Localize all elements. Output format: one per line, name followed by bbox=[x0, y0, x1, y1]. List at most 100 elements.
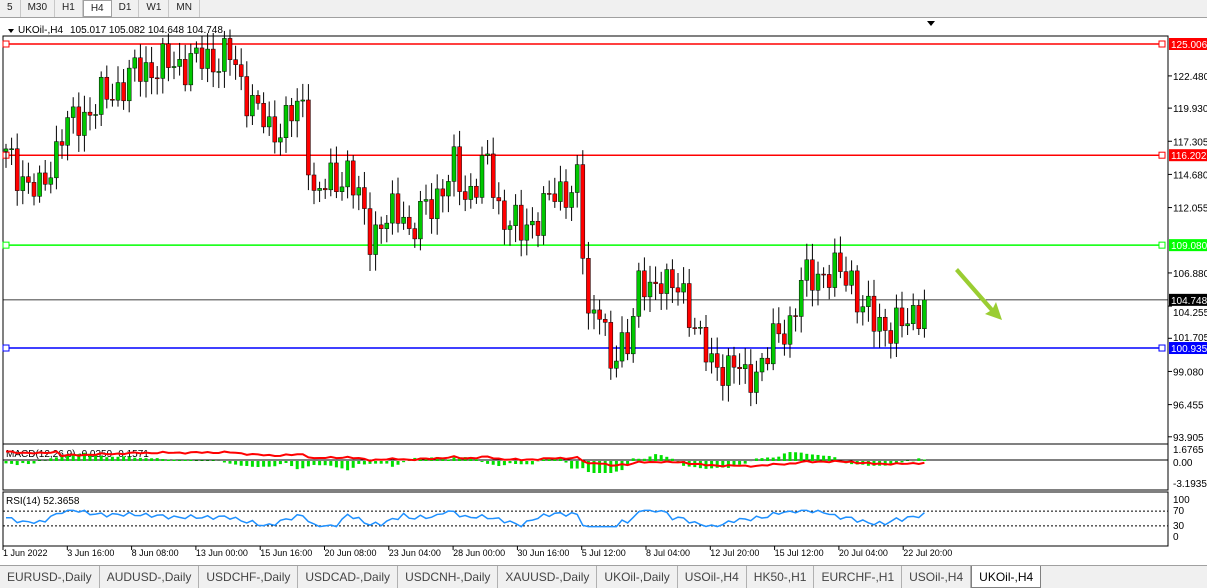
macd-bar bbox=[452, 457, 456, 461]
price-tick: 106.880 bbox=[1173, 269, 1207, 280]
macd-bar bbox=[458, 457, 462, 461]
macd-bar bbox=[172, 459, 176, 461]
main-panel bbox=[2, 35, 1169, 461]
macd-bar bbox=[228, 461, 232, 464]
shift-marker-icon[interactable] bbox=[927, 21, 935, 26]
time-tick: 12 Jul 20:00 bbox=[710, 548, 759, 558]
macd-bar bbox=[491, 461, 495, 465]
chart-tab[interactable]: UKOil-,Daily bbox=[597, 566, 678, 588]
macd-bar bbox=[189, 459, 193, 461]
candle bbox=[479, 155, 485, 198]
price-tick: 101.705 bbox=[1173, 333, 1207, 344]
candle bbox=[535, 220, 541, 236]
candle bbox=[905, 323, 910, 327]
macd-bar bbox=[603, 461, 607, 473]
macd-bar bbox=[822, 455, 826, 461]
chart-tab[interactable]: AUDUSD-,Daily bbox=[100, 566, 200, 588]
macd-bar bbox=[581, 461, 585, 469]
candle bbox=[160, 43, 166, 79]
macd-bar bbox=[519, 461, 523, 465]
line-handle[interactable] bbox=[1158, 151, 1166, 159]
rsi-tick: 0 bbox=[1173, 532, 1179, 543]
time-tick: 30 Jun 16:00 bbox=[517, 548, 569, 558]
macd-bar bbox=[256, 461, 260, 467]
candle bbox=[384, 222, 390, 229]
candle bbox=[860, 306, 866, 313]
macd-bar bbox=[766, 457, 770, 461]
macd-bar bbox=[105, 457, 109, 461]
macd-bar bbox=[810, 454, 814, 461]
timeframe-5[interactable]: 5 bbox=[0, 0, 21, 17]
macd-bar bbox=[306, 461, 310, 467]
macd-bar bbox=[598, 461, 602, 473]
time-tick: 20 Jul 04:00 bbox=[839, 548, 888, 558]
macd-bar bbox=[99, 455, 103, 461]
macd-bar bbox=[262, 461, 266, 467]
candle bbox=[350, 160, 356, 196]
chart-tab[interactable]: EURUSD-,Daily bbox=[0, 566, 100, 588]
candle bbox=[530, 220, 535, 226]
chart-tab[interactable]: USOil-,H4 bbox=[902, 566, 972, 588]
timeframe-W1[interactable]: W1 bbox=[139, 0, 170, 17]
line-handle[interactable] bbox=[2, 344, 10, 352]
candle bbox=[748, 364, 754, 393]
macd-bar bbox=[66, 455, 70, 461]
candle bbox=[670, 269, 675, 289]
current-price-label: 104.748 bbox=[1171, 296, 1207, 307]
line-handle[interactable] bbox=[1158, 344, 1166, 352]
candle bbox=[496, 197, 502, 202]
candle bbox=[339, 186, 345, 192]
candle bbox=[283, 105, 289, 138]
macd-bar bbox=[71, 455, 75, 461]
candle bbox=[37, 172, 42, 197]
candle bbox=[31, 182, 37, 197]
macd-bar bbox=[553, 458, 557, 461]
macd-signal-line bbox=[5, 450, 925, 468]
timeframe-H1[interactable]: H1 bbox=[55, 0, 83, 17]
line-handle[interactable] bbox=[1158, 241, 1166, 249]
dropdown-icon[interactable] bbox=[8, 29, 14, 33]
line-handle[interactable] bbox=[2, 241, 10, 249]
timeframe-H4[interactable]: H4 bbox=[82, 0, 112, 17]
candle bbox=[916, 305, 922, 329]
timeframe-D1[interactable]: D1 bbox=[112, 0, 140, 17]
macd-bar bbox=[906, 460, 910, 461]
chart-tab[interactable]: USDCNH-,Daily bbox=[398, 566, 499, 588]
candle bbox=[474, 185, 479, 198]
time-tick: 20 Jun 08:00 bbox=[325, 548, 377, 558]
timeframe-M30[interactable]: M30 bbox=[21, 0, 56, 17]
macd-bar bbox=[38, 460, 42, 461]
candle bbox=[104, 76, 110, 100]
down-arrow-icon[interactable] bbox=[955, 268, 1002, 320]
candle bbox=[222, 38, 227, 72]
time-tick: 5 Jul 12:00 bbox=[582, 548, 626, 558]
macd-bar bbox=[357, 461, 361, 464]
line-handle[interactable] bbox=[2, 40, 10, 48]
candle bbox=[132, 57, 138, 69]
price-chart[interactable]: UKOil-,H4 105.017 105.082 104.648 104.748… bbox=[0, 18, 1207, 565]
candle bbox=[614, 360, 619, 369]
macd-bar bbox=[166, 459, 170, 461]
candle bbox=[205, 48, 210, 69]
macd-bar bbox=[402, 461, 406, 463]
chart-tab[interactable]: USDCAD-,Daily bbox=[298, 566, 399, 588]
chart-tab[interactable]: USDCHF-,Daily bbox=[199, 566, 299, 588]
macd-bar bbox=[211, 460, 215, 461]
chart-tab[interactable]: XAUUSD-,Daily bbox=[498, 566, 598, 588]
chart-tab[interactable]: USOil-,H4 bbox=[678, 566, 747, 588]
macd-bar bbox=[659, 455, 663, 461]
macd-bar bbox=[486, 461, 490, 464]
chart-tab[interactable]: UKOil-,H4 bbox=[971, 566, 1042, 588]
macd-bar bbox=[21, 461, 25, 464]
line-handle[interactable] bbox=[1158, 40, 1166, 48]
macd-bar bbox=[637, 458, 641, 461]
macd-bar bbox=[222, 461, 226, 463]
timeframe-MN[interactable]: MN bbox=[169, 0, 200, 17]
candle bbox=[406, 216, 412, 229]
chart-tab[interactable]: HK50-,H1 bbox=[747, 566, 815, 588]
macd-bar bbox=[441, 458, 445, 461]
macd-bar bbox=[805, 453, 809, 461]
candle bbox=[826, 274, 832, 288]
chart-tab[interactable]: EURCHF-,H1 bbox=[814, 566, 903, 588]
candle bbox=[642, 270, 647, 298]
